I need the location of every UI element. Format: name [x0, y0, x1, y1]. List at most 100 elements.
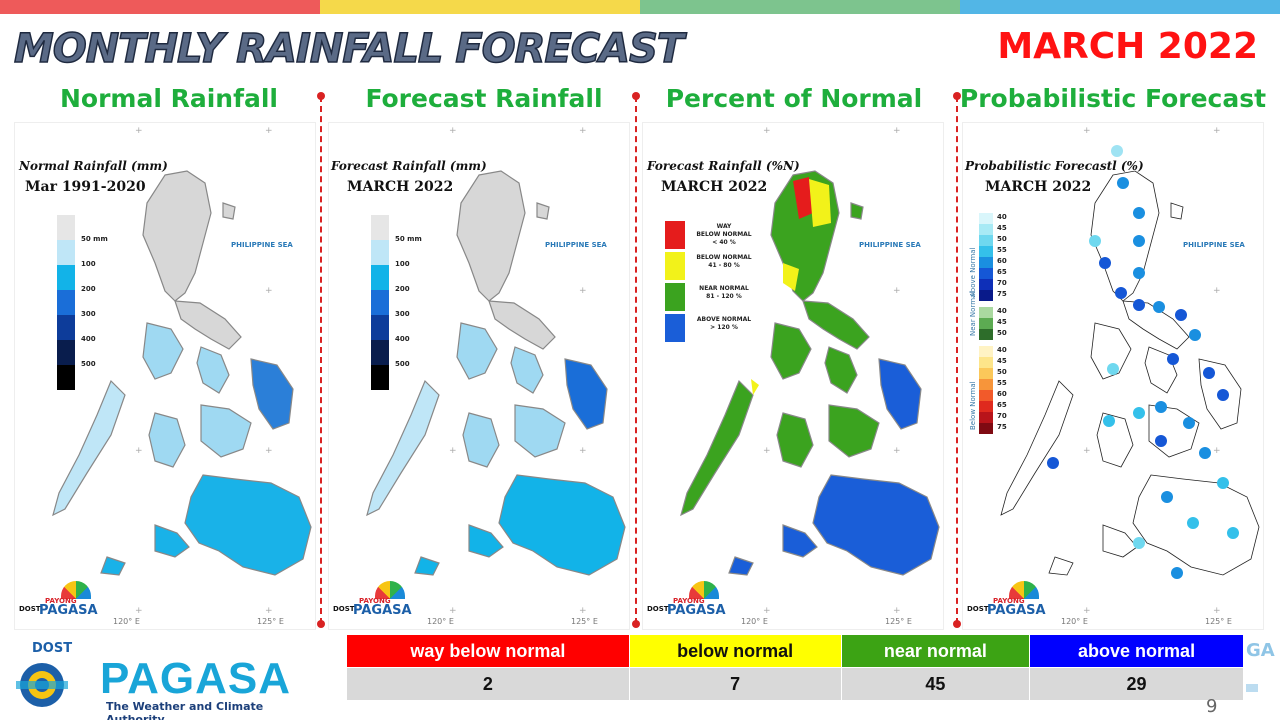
top-bar-segment	[640, 0, 960, 14]
panel-title-prob: Probabilistic Forecast	[959, 84, 1267, 113]
category-below-normal: below normal	[628, 634, 842, 668]
top-bar-segment	[0, 0, 320, 14]
map-title: Normal Rainfall (mm)	[19, 159, 168, 173]
map-title: Forecast Rainfall (mm)	[331, 159, 487, 173]
legend-label: 500	[81, 360, 96, 368]
top-color-bar	[0, 0, 1280, 14]
legend-swatch: 500	[371, 340, 410, 368]
map-subtitle: Mar 1991-2020	[25, 179, 146, 195]
legend-value: 45	[997, 357, 1007, 365]
map-title: Forecast Rainfall (%N)	[647, 159, 800, 173]
island-shape	[366, 379, 440, 517]
count-below-normal: 7	[628, 667, 842, 701]
legend-value: 40	[997, 307, 1007, 315]
station-probability-dot	[1155, 435, 1167, 447]
legend-swatch: 400	[371, 315, 410, 343]
legend-value: 65	[997, 268, 1007, 276]
legend-label: 50 mm	[395, 235, 422, 243]
island-shape	[1090, 170, 1160, 302]
page-title: MONTHLY RAINFALL FORECAST	[13, 25, 685, 73]
legend-swatch	[57, 365, 75, 390]
station-probability-dot	[1117, 177, 1129, 189]
legend-swatch	[665, 221, 685, 249]
grid-crosshair: +	[135, 606, 143, 616]
longitude-label: 120° E	[1061, 617, 1088, 626]
category-way-below-normal: way below normal	[346, 634, 630, 668]
legend-value: 40	[997, 346, 1007, 354]
umbrella-icon	[61, 581, 91, 599]
umbrella-icon	[1009, 581, 1039, 599]
island-shape	[142, 322, 184, 380]
longitude-label: 125° E	[257, 617, 284, 626]
map-subtitle: MARCH 2022	[661, 179, 768, 195]
island-shape	[680, 379, 754, 517]
grid-crosshair: +	[449, 446, 457, 456]
longitude-label: 125° E	[1205, 617, 1232, 626]
longitude-label: 125° E	[885, 617, 912, 626]
umbrella-icon	[689, 581, 719, 599]
legend-swatch	[979, 279, 993, 290]
panel-divider	[632, 92, 640, 628]
legend-swatch	[979, 329, 993, 340]
payong-pagasa-logo: DOST PAYONG PAGASA	[333, 581, 423, 623]
philippines-map: + + + + + + +	[52, 126, 312, 616]
station-probability-dot	[1203, 367, 1215, 379]
category-patch	[751, 379, 759, 395]
island-shape	[456, 322, 498, 380]
island-shape	[488, 300, 556, 350]
grid-crosshair: +	[265, 286, 273, 296]
top-bar-segment	[320, 0, 640, 14]
station-probability-dot	[1111, 145, 1123, 157]
island-shape	[1096, 412, 1134, 468]
grid-crosshair: +	[1213, 606, 1221, 616]
summary-table: way below normal below normal near norma…	[346, 634, 1244, 701]
grid-crosshair: +	[893, 286, 901, 296]
island-shape	[52, 379, 126, 517]
island-shape	[828, 404, 880, 458]
payong-pagasa-logo: DOST PAYONG PAGASA	[647, 581, 737, 623]
island-shape	[468, 524, 504, 558]
panel-title-normal: Normal Rainfall	[60, 84, 278, 113]
legend-label: NEAR NORMAL 81 - 120 %	[699, 285, 749, 300]
legend-category: Below Normal	[969, 381, 977, 430]
island-shape	[1102, 524, 1138, 558]
station-probability-dot	[1189, 329, 1201, 341]
map-panel-prob: + + + + + + + Probabilistic Forecastl (%) MARC…	[962, 122, 1264, 630]
legend-value: 50	[997, 329, 1007, 337]
island-shape	[1170, 202, 1184, 220]
station-probability-dot	[1153, 301, 1165, 313]
station-probability-dot	[1133, 299, 1145, 311]
legend-value: 65	[997, 401, 1007, 409]
grid-crosshair: +	[1083, 126, 1091, 136]
map-panel-percent: + + + + + + + Forecast Rainfall (%N) MARCH 202…	[642, 122, 944, 630]
island-shape	[514, 404, 566, 458]
grid-crosshair: +	[579, 126, 587, 136]
island-shape	[878, 358, 922, 430]
island-shape	[196, 346, 230, 394]
grid-crosshair: +	[763, 446, 771, 456]
sea-label: PHILIPPINE SEA	[231, 241, 293, 249]
legend-swatch	[979, 423, 993, 434]
category-patch	[809, 179, 831, 227]
legend-swatch	[979, 268, 993, 279]
legend-swatch	[979, 318, 993, 329]
station-probability-dot	[1047, 457, 1059, 469]
station-probability-dot	[1217, 389, 1229, 401]
count-above-normal: 29	[1029, 667, 1244, 701]
legend-swatch	[979, 368, 993, 379]
island-shape	[728, 556, 754, 576]
legend-swatch	[979, 357, 993, 368]
grid-crosshair: +	[265, 606, 273, 616]
legend-swatch	[979, 213, 993, 224]
legend-swatch	[665, 283, 685, 311]
station-probability-dot	[1217, 477, 1229, 489]
legend-label: 50 mm	[81, 235, 108, 243]
legend-swatch	[371, 365, 389, 390]
legend-swatch	[979, 307, 993, 318]
legend-swatch: 500	[57, 340, 96, 368]
station-probability-dot	[1107, 363, 1119, 375]
station-probability-dot	[1133, 207, 1145, 219]
grid-crosshair: +	[1083, 446, 1091, 456]
island-shape	[174, 300, 242, 350]
legend-swatch	[979, 246, 993, 257]
